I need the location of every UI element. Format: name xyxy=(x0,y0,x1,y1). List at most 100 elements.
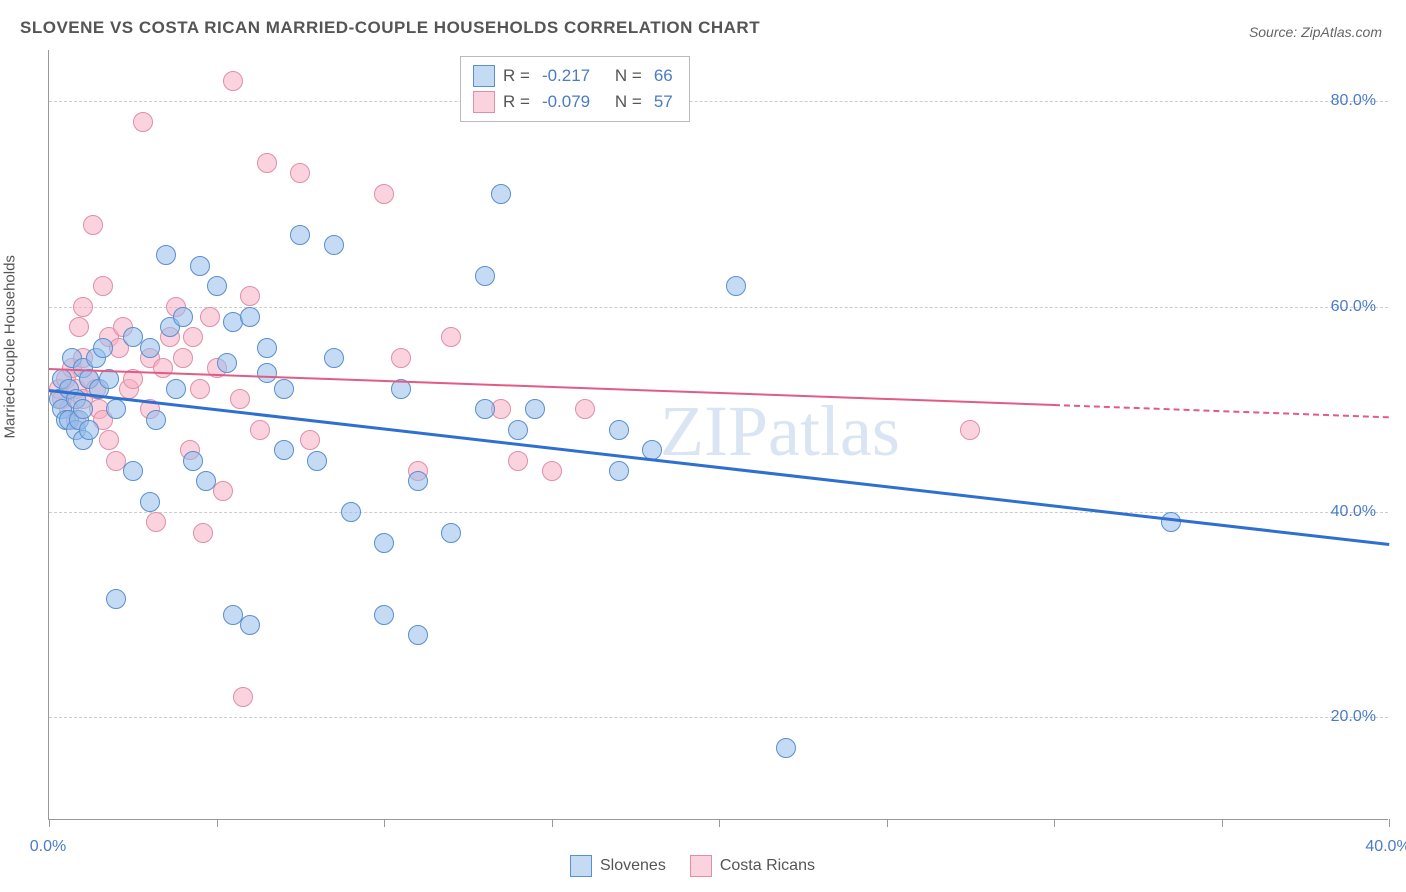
scatter-point-costa-ricans xyxy=(240,286,260,306)
scatter-point-slovenes xyxy=(93,338,113,358)
scatter-point-slovenes xyxy=(408,625,428,645)
legend-label-costa-ricans: Costa Ricans xyxy=(720,857,815,875)
scatter-point-slovenes xyxy=(307,451,327,471)
scatter-point-slovenes xyxy=(173,307,193,327)
scatter-point-costa-ricans xyxy=(233,687,253,707)
y-tick-label: 40.0% xyxy=(1331,503,1376,521)
scatter-point-costa-ricans xyxy=(391,348,411,368)
scatter-point-costa-ricans xyxy=(83,215,103,235)
scatter-point-costa-ricans xyxy=(213,481,233,501)
scatter-point-slovenes xyxy=(341,502,361,522)
scatter-point-slovenes xyxy=(183,451,203,471)
y-tick-label: 20.0% xyxy=(1331,708,1376,726)
bottom-legend: Slovenes Costa Ricans xyxy=(570,855,815,877)
scatter-point-costa-ricans xyxy=(230,389,250,409)
r-label: R = xyxy=(503,63,530,89)
scatter-point-slovenes xyxy=(274,440,294,460)
scatter-point-slovenes xyxy=(525,399,545,419)
scatter-point-costa-ricans xyxy=(960,420,980,440)
scatter-point-costa-ricans xyxy=(73,297,93,317)
legend-item-slovenes: Slovenes xyxy=(570,855,666,877)
scatter-point-slovenes xyxy=(190,256,210,276)
scatter-point-costa-ricans xyxy=(183,327,203,347)
scatter-point-slovenes xyxy=(217,353,237,373)
x-tick xyxy=(552,819,553,827)
grid-line xyxy=(49,512,1388,513)
n-label: N = xyxy=(615,63,642,89)
scatter-point-slovenes xyxy=(140,492,160,512)
scatter-point-costa-ricans xyxy=(374,184,394,204)
scatter-point-costa-ricans xyxy=(257,153,277,173)
x-tick xyxy=(217,819,218,827)
scatter-point-slovenes xyxy=(156,245,176,265)
stats-row-slovenes: R = -0.217 N = 66 xyxy=(473,63,677,89)
scatter-point-costa-ricans xyxy=(93,276,113,296)
scatter-point-slovenes xyxy=(207,276,227,296)
scatter-point-costa-ricans xyxy=(146,512,166,532)
scatter-point-costa-ricans xyxy=(542,461,562,481)
scatter-point-slovenes xyxy=(324,348,344,368)
scatter-point-costa-ricans xyxy=(173,348,193,368)
scatter-point-slovenes xyxy=(374,533,394,553)
scatter-point-costa-ricans xyxy=(300,430,320,450)
scatter-point-slovenes xyxy=(408,471,428,491)
scatter-point-slovenes xyxy=(123,461,143,481)
scatter-point-costa-ricans xyxy=(200,307,220,327)
swatch-costa-ricans xyxy=(690,855,712,877)
y-tick-label: 80.0% xyxy=(1331,92,1376,110)
scatter-point-costa-ricans xyxy=(441,327,461,347)
x-tick xyxy=(887,819,888,827)
scatter-point-slovenes xyxy=(196,471,216,491)
scatter-point-slovenes xyxy=(508,420,528,440)
scatter-point-slovenes xyxy=(726,276,746,296)
legend-item-costa-ricans: Costa Ricans xyxy=(690,855,815,877)
scatter-point-slovenes xyxy=(257,363,277,383)
scatter-point-slovenes xyxy=(106,399,126,419)
x-tick xyxy=(1222,819,1223,827)
y-tick-label: 60.0% xyxy=(1331,298,1376,316)
stats-row-costa-ricans: R = -0.079 N = 57 xyxy=(473,89,677,115)
scatter-point-slovenes xyxy=(79,420,99,440)
scatter-point-slovenes xyxy=(166,379,186,399)
swatch-slovenes xyxy=(570,855,592,877)
scatter-point-slovenes xyxy=(240,615,260,635)
scatter-point-costa-ricans xyxy=(193,523,213,543)
legend-label-slovenes: Slovenes xyxy=(600,857,666,875)
scatter-point-slovenes xyxy=(274,379,294,399)
scatter-point-slovenes xyxy=(441,523,461,543)
trend-line xyxy=(1054,404,1389,418)
scatter-point-costa-ricans xyxy=(290,163,310,183)
scatter-point-slovenes xyxy=(609,420,629,440)
n-value-costa-ricans: 57 xyxy=(654,89,673,115)
x-tick xyxy=(1054,819,1055,827)
scatter-point-costa-ricans xyxy=(508,451,528,471)
x-tick-label: 0.0% xyxy=(30,838,66,856)
swatch-costa-ricans xyxy=(473,91,495,113)
scatter-point-slovenes xyxy=(491,184,511,204)
scatter-point-slovenes xyxy=(776,738,796,758)
stats-legend-box: R = -0.217 N = 66 R = -0.079 N = 57 xyxy=(460,56,690,122)
scatter-point-slovenes xyxy=(475,266,495,286)
chart-plot-area: 20.0% 40.0% 60.0% 80.0% xyxy=(48,50,1388,820)
n-label: N = xyxy=(615,89,642,115)
chart-title: SLOVENE VS COSTA RICAN MARRIED-COUPLE HO… xyxy=(20,18,760,38)
scatter-point-slovenes xyxy=(290,225,310,245)
r-value-slovenes: -0.217 xyxy=(542,63,590,89)
scatter-point-slovenes xyxy=(475,399,495,419)
x-tick-label: 40.0% xyxy=(1365,838,1406,856)
scatter-point-slovenes xyxy=(73,399,93,419)
source-label: Source: ZipAtlas.com xyxy=(1249,24,1382,40)
scatter-point-slovenes xyxy=(324,235,344,255)
x-tick xyxy=(384,819,385,827)
scatter-point-slovenes xyxy=(240,307,260,327)
x-tick xyxy=(719,819,720,827)
scatter-point-slovenes xyxy=(146,410,166,430)
r-label: R = xyxy=(503,89,530,115)
scatter-point-slovenes xyxy=(609,461,629,481)
scatter-point-slovenes xyxy=(140,338,160,358)
scatter-point-costa-ricans xyxy=(190,379,210,399)
x-tick xyxy=(49,819,50,827)
scatter-point-costa-ricans xyxy=(69,317,89,337)
r-value-costa-ricans: -0.079 xyxy=(542,89,590,115)
scatter-point-costa-ricans xyxy=(250,420,270,440)
